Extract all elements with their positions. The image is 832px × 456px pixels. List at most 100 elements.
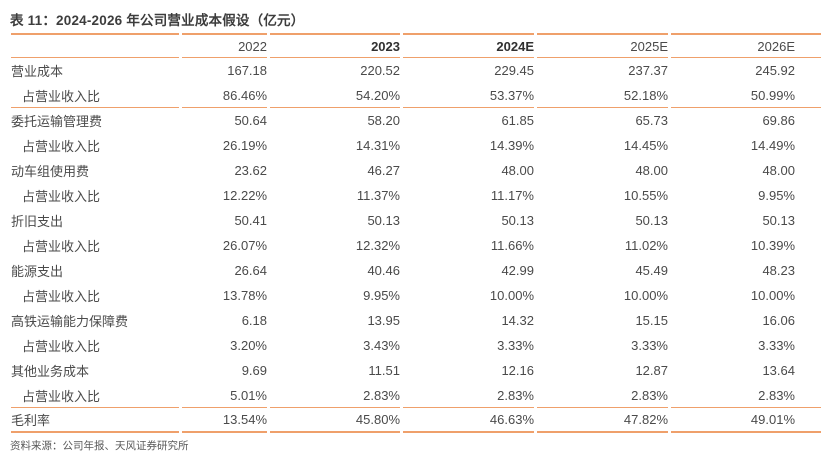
column-header-2023: 2023 — [270, 33, 400, 58]
cell-value: 65.73 — [635, 113, 668, 128]
cell-value: 46.27 — [367, 163, 400, 178]
cell-value: 12.87 — [635, 363, 668, 378]
table-title: 表 11：2024-2026 年公司营业成本假设（亿元） — [10, 13, 305, 28]
cell-value: 11.51 — [368, 363, 400, 378]
cell-value: 50.41 — [234, 213, 267, 228]
table-row: 高铁运输能力保障费 6.18 13.95 14.32 15.15 16.06 — [11, 308, 821, 333]
row-label: 占营业收入比 — [11, 83, 179, 108]
row-label: 占营业收入比 — [11, 383, 179, 408]
cell-value: 10.00% — [489, 288, 534, 303]
table-row: 毛利率 13.54% 45.80% 46.63% 47.82% 49.01% — [11, 408, 821, 433]
table-row: 占营业收入比 12.22% 11.37% 11.17% 10.55% 9.95% — [11, 183, 821, 208]
cell-value: 42.99 — [501, 263, 534, 278]
cell-value: 6.18 — [241, 313, 267, 328]
cell-value: 46.63% — [403, 408, 534, 433]
cell-value: 61.85 — [501, 113, 534, 128]
cell-value: 16.06 — [762, 313, 795, 328]
cell-value: 2.83% — [403, 383, 534, 408]
cell-value: 13.95 — [367, 313, 400, 328]
cell-value: 10.39% — [750, 238, 795, 253]
cell-value: 15.15 — [635, 313, 668, 328]
row-label: 委托运输管理费 — [11, 114, 103, 129]
cell-value: 47.82% — [537, 408, 668, 433]
operating-cost-table: 2022 2023 2024E 2025E 2026E 营业成本 167.18 220.52… — [8, 33, 824, 433]
header-row: 2022 2023 2024E 2025E 2026E — [11, 33, 821, 58]
cell-value: 58.20 — [367, 113, 400, 128]
cell-value: 2.83% — [270, 383, 400, 408]
cell-value: 50.13 — [367, 213, 400, 228]
cell-value: 14.31% — [355, 138, 400, 153]
table-row: 占营业收入比 26.07% 12.32% 11.66% 11.02% 10.39% — [11, 233, 821, 258]
cell-value: 14.39% — [489, 138, 534, 153]
cell-value: 48.00 — [501, 163, 534, 178]
cell-value: 3.43% — [363, 338, 400, 353]
cell-value: 167.18 — [227, 63, 267, 78]
table-row: 占营业收入比 13.78% 9.95% 10.00% 10.00% 10.00% — [11, 283, 821, 308]
column-header-label — [11, 33, 179, 58]
table-row: 营业成本 167.18 220.52 229.45 237.37 245.92 — [11, 58, 821, 83]
cell-value: 48.00 — [762, 163, 795, 178]
cell-value: 229.45 — [494, 63, 534, 78]
cell-value: 3.33% — [631, 338, 668, 353]
cell-value: 13.54% — [182, 408, 267, 433]
cell-value: 11.37% — [356, 188, 400, 203]
column-header-2022: 2022 — [182, 33, 267, 58]
cell-value: 50.64 — [234, 113, 267, 128]
cell-value: 2.83% — [537, 383, 668, 408]
cell-value: 40.46 — [367, 263, 400, 278]
row-label: 能源支出 — [11, 264, 64, 279]
table-row: 占营业收入比 26.19% 14.31% 14.39% 14.45% 14.49% — [11, 133, 821, 158]
cell-value: 50.13 — [635, 213, 668, 228]
cell-value: 13.64 — [762, 363, 795, 378]
cell-value: 26.07% — [222, 238, 267, 253]
cell-value: 2.83% — [671, 383, 821, 408]
column-header-2025E: 2025E — [537, 33, 668, 58]
row-label: 营业成本 — [11, 64, 64, 79]
cell-value: 3.20% — [230, 338, 267, 353]
cell-value: 3.33% — [758, 338, 795, 353]
cell-value: 48.23 — [762, 263, 795, 278]
cell-value: 237.37 — [628, 63, 668, 78]
cell-value: 10.55% — [623, 188, 668, 203]
cell-value: 13.78% — [222, 288, 267, 303]
cell-value: 50.13 — [762, 213, 795, 228]
table-row: 占营业收入比 3.20% 3.43% 3.33% 3.33% 3.33% — [11, 333, 821, 358]
cell-value: 12.22% — [222, 188, 267, 203]
table-row: 占营业收入比 5.01% 2.83% 2.83% 2.83% 2.83% — [11, 383, 821, 408]
cell-value: 45.80% — [270, 408, 400, 433]
cell-value: 14.49% — [750, 138, 795, 153]
column-header-2024E: 2024E — [403, 33, 534, 58]
cell-value: 12.16 — [501, 363, 534, 378]
table-body: 营业成本 167.18 220.52 229.45 237.37 245.92 占营业收入比… — [11, 58, 821, 433]
column-header-2026E: 2026E — [671, 33, 821, 58]
cell-value: 9.95% — [363, 288, 400, 303]
cell-value: 54.20% — [270, 83, 400, 108]
cell-value: 9.95% — [758, 188, 795, 203]
cell-value: 26.64 — [234, 263, 267, 278]
cell-value: 52.18% — [537, 83, 668, 108]
row-label: 占营业收入比 — [22, 239, 101, 254]
cell-value: 10.00% — [750, 288, 795, 303]
row-label: 占营业收入比 — [22, 189, 101, 204]
cell-value: 48.00 — [635, 163, 668, 178]
row-label: 占营业收入比 — [22, 339, 101, 354]
row-label: 占营业收入比 — [22, 139, 101, 154]
row-label: 其他业务成本 — [11, 364, 90, 379]
cell-value: 49.01% — [671, 408, 821, 433]
cell-value: 11.17% — [490, 188, 534, 203]
row-label: 动车组使用费 — [11, 164, 90, 179]
cell-value: 5.01% — [182, 383, 267, 408]
cell-value: 23.62 — [234, 163, 267, 178]
cell-value: 26.19% — [222, 138, 267, 153]
cell-value: 3.33% — [497, 338, 534, 353]
row-label: 高铁运输能力保障费 — [11, 314, 129, 329]
cell-value: 50.13 — [501, 213, 534, 228]
cell-value: 220.52 — [360, 63, 400, 78]
table-row: 占营业收入比 86.46% 54.20% 53.37% 52.18% 50.99% — [11, 83, 821, 108]
row-label: 毛利率 — [11, 408, 179, 433]
table-row: 其他业务成本 9.69 11.51 12.16 12.87 13.64 — [11, 358, 821, 383]
source-note: 资料来源：公司年报、天风证券研究所 — [10, 440, 189, 452]
cell-value: 86.46% — [182, 83, 267, 108]
cell-value: 50.99% — [671, 83, 821, 108]
cell-value: 10.00% — [623, 288, 668, 303]
